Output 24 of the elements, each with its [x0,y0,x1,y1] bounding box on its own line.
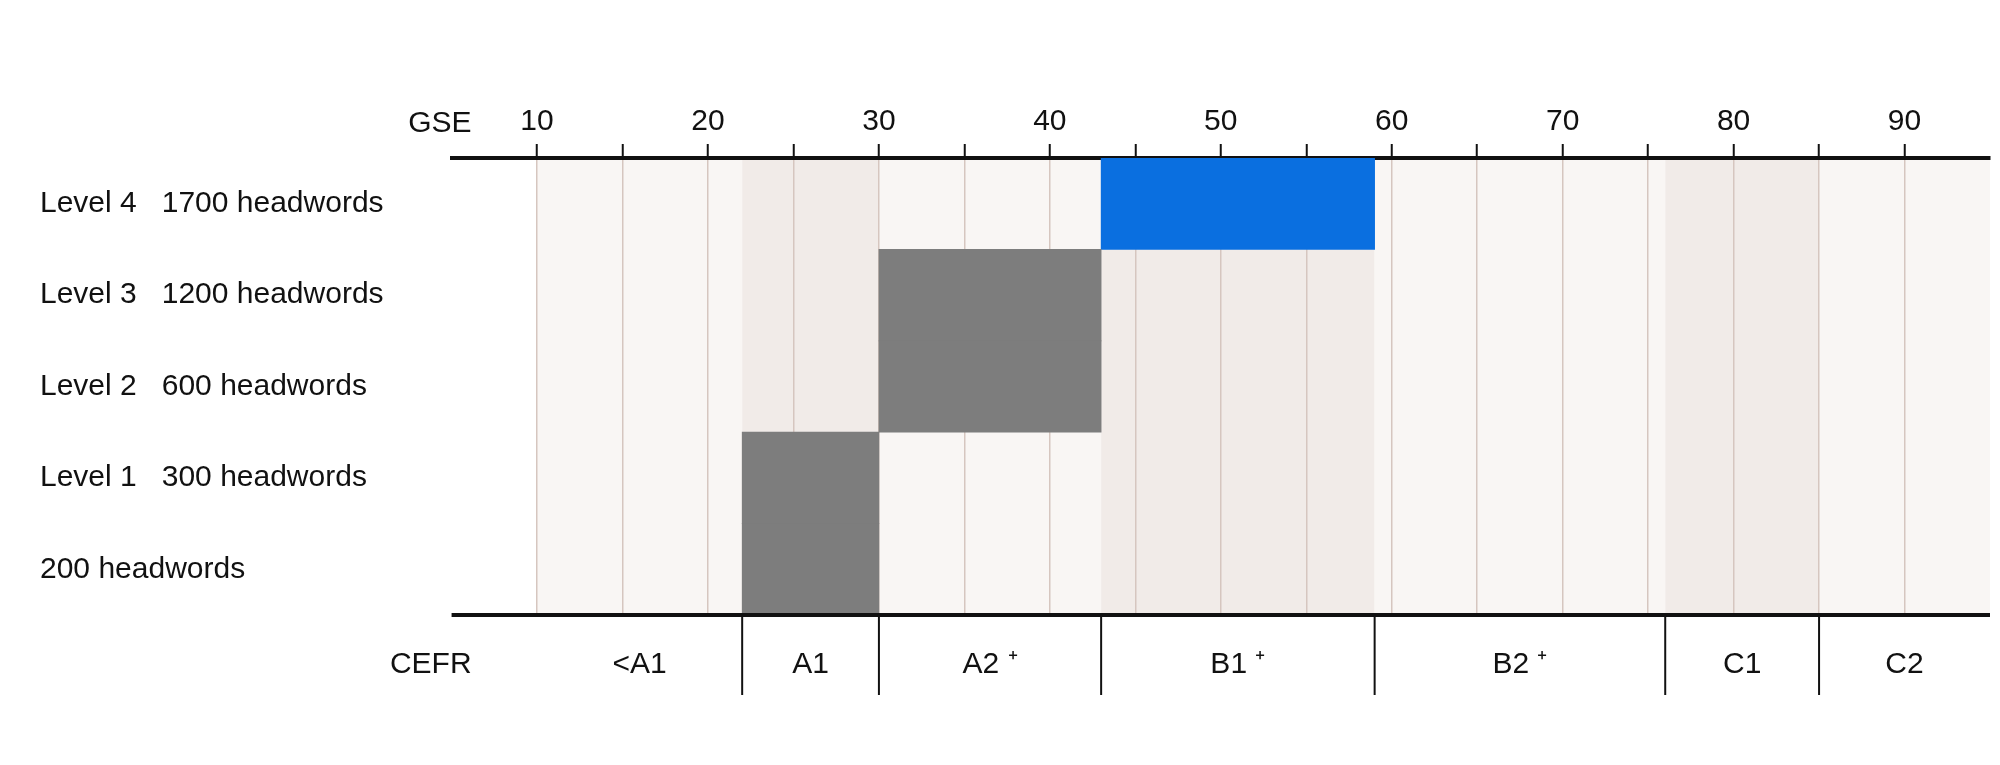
band-label: A1 [792,646,829,680]
x-tick-label: 50 [1204,103,1238,137]
y-tick-label: Level 3 1200 headwords [40,276,384,310]
x-tick-label: 70 [1545,103,1580,137]
band-label: B2 ⁺ [1492,646,1548,680]
x-tick-label: 30 [862,103,896,137]
x-tick-label: 40 [1033,103,1067,137]
band-label: C2 [1885,646,1924,680]
y-tick-label: Level 2 600 headwords [40,367,367,401]
bar [1100,158,1375,250]
x-tick-label: 90 [1887,103,1922,137]
band-label: C1 [1722,646,1762,680]
band-label: A2 ⁺ [962,646,1018,680]
x-tick-label: 20 [691,103,725,137]
y-tick-label: 200 headwords [40,550,246,584]
x-tick-label: 10 [520,103,554,137]
x-axis-title: GSE [408,105,472,139]
x-tick-label: 80 [1716,103,1751,137]
text: CEFR [389,646,472,680]
y-tick-label: Level 4 1700 headwords [40,184,384,218]
band-label: B1 ⁺ [1210,646,1266,680]
band-label: <A1 [612,646,667,680]
x-tick-label: 60 [1375,103,1409,137]
y-tick-label: Level 1 300 headwords [40,459,367,493]
